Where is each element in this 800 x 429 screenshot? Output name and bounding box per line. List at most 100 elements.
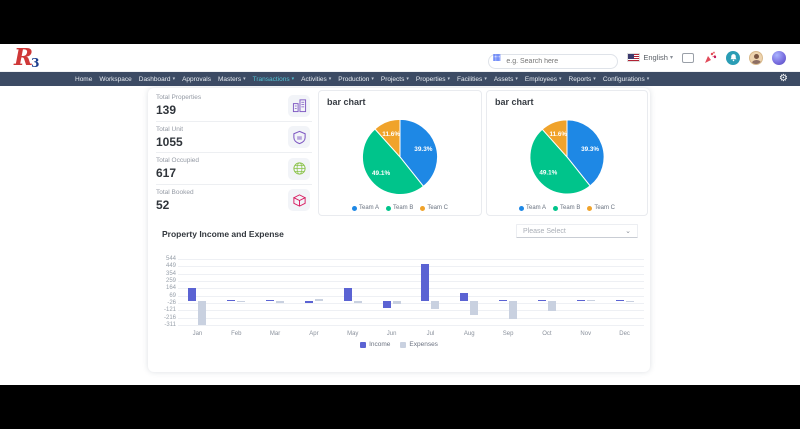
nav-item-label: Production	[338, 75, 370, 83]
settings-gear-icon[interactable]: ⚙	[779, 73, 788, 84]
units-icon	[288, 126, 310, 148]
sphere-app-icon[interactable]	[772, 50, 786, 65]
y-axis-tick: 164	[165, 285, 176, 292]
x-axis-label: Jul	[426, 331, 435, 337]
pie-percent-label: 11.6%	[549, 131, 567, 138]
y-axis-tick: -216	[163, 314, 176, 321]
income-bar-dec	[615, 300, 624, 302]
gridline	[178, 303, 644, 305]
expenses-bar-may	[353, 301, 362, 304]
legend-item-expenses[interactable]: Expenses	[400, 341, 438, 348]
expenses-bar-aug	[470, 301, 479, 315]
building-icon	[288, 94, 310, 117]
nav-item-employees[interactable]: Employees ▾	[525, 76, 562, 83]
nav-item-approvals[interactable]: Approvals	[182, 76, 211, 83]
expenses-bar-sep	[509, 301, 518, 319]
y-axis-tick: -121	[163, 307, 176, 314]
legend-item-income[interactable]: Income	[360, 341, 390, 348]
expenses-bar-dec	[625, 301, 634, 303]
bar-chart-legend: Income Expenses	[148, 341, 650, 348]
nav-item-home[interactable]: Home	[75, 76, 92, 83]
nav-item-label: Facilities	[457, 75, 483, 83]
chevron-down-icon: ▾	[646, 76, 650, 82]
legend-item-team-b[interactable]: Team B	[386, 205, 413, 211]
legend-item-team-a[interactable]: Team A	[351, 205, 379, 211]
legend-dot	[518, 205, 524, 211]
app-logo[interactable]: R 3	[14, 46, 39, 69]
search-input[interactable]	[488, 54, 619, 69]
chevron-down-icon: ▾	[515, 76, 518, 82]
income-expense-title: Property Income and Expense	[162, 229, 284, 239]
notifications-button[interactable]	[726, 50, 740, 65]
nav-item-reports[interactable]: Reports ▾	[569, 76, 596, 83]
chat-button[interactable]	[682, 52, 694, 63]
legend-dot	[553, 205, 558, 211]
gridline	[178, 317, 644, 319]
legend-dot	[386, 205, 391, 211]
x-axis-label: Sep	[502, 331, 514, 337]
legend-label: Team C	[594, 205, 616, 211]
legend-dot	[351, 205, 357, 211]
user-avatar[interactable]	[749, 50, 763, 65]
us-flag-icon	[627, 53, 641, 62]
legend-item-team-c[interactable]: Team C	[587, 205, 615, 211]
chevron-down-icon: ▾	[447, 76, 451, 82]
nav-item-transactions[interactable]: Transactions ▾	[253, 76, 294, 83]
income-bar-aug	[460, 292, 469, 302]
nav-item-label: Projects	[380, 75, 405, 83]
celebration-button[interactable]	[703, 51, 717, 64]
expenses-bar-jan	[198, 301, 207, 326]
stat-label: Total Unit	[156, 125, 184, 133]
legend-item-team-c[interactable]: Team C	[420, 205, 448, 211]
nav-item-workspace[interactable]: Workspace	[99, 76, 131, 83]
stat-total-occupied: Total Occupied 617	[156, 153, 312, 185]
nav-item-label: Workspace	[99, 75, 132, 83]
property-select-dropdown[interactable]: Please Select ⌄	[516, 224, 638, 238]
chevron-down-icon: ▾	[172, 76, 176, 82]
header-actions: ▦ English ▾	[488, 50, 786, 69]
nav-item-activities[interactable]: Activities ▾	[301, 76, 331, 83]
pie-slice-team-a	[399, 118, 439, 188]
stat-value: 52	[156, 197, 170, 212]
stat-value: 617	[156, 166, 177, 180]
app-window: R 3 ▦ English ▾	[0, 44, 800, 385]
pie-percent-label: 49.1%	[372, 170, 390, 177]
nav-item-assets[interactable]: Assets ▾	[494, 76, 518, 83]
stat-value: 1055	[156, 134, 183, 149]
legend-dot	[587, 205, 593, 211]
nav-item-projects[interactable]: Projects ▾	[381, 76, 409, 83]
pie-legend-1: Team A Team B Team C	[319, 205, 481, 211]
pie-chart-title: bar chart	[495, 97, 534, 107]
nav-item-masters[interactable]: Masters ▾	[218, 76, 246, 83]
nav-item-production[interactable]: Production ▾	[338, 76, 374, 83]
nav-item-facilities[interactable]: Facilities ▾	[457, 76, 487, 83]
chevron-down-icon: ▾	[593, 76, 596, 82]
legend-dot	[420, 205, 426, 211]
chevron-down-icon: ▾	[328, 76, 332, 82]
nav-item-configurations[interactable]: Configurations ▾	[603, 76, 649, 83]
y-axis-tick: 69	[169, 292, 176, 299]
gridline	[178, 281, 644, 283]
x-axis-label: Jan	[192, 331, 203, 337]
language-selector[interactable]: English ▾	[627, 53, 673, 62]
chat-icon	[682, 52, 694, 63]
chevron-down-icon: ⌄	[625, 228, 631, 235]
expenses-bar-jul	[431, 301, 440, 310]
nav-item-dashboard[interactable]: Dashboard ▾	[139, 76, 175, 83]
y-axis-tick: 354	[165, 270, 176, 277]
legend-item-team-b[interactable]: Team B	[553, 205, 580, 211]
pie-legend-2: Team A Team B Team C	[487, 205, 647, 211]
x-axis-label: Apr	[309, 331, 319, 337]
legend-swatch	[400, 341, 407, 348]
logo-letter-r: R	[14, 44, 34, 71]
pie-slice-team-c	[541, 119, 568, 159]
legend-item-team-a[interactable]: Team A	[518, 205, 546, 211]
stat-total-booked: Total Booked 52	[156, 185, 312, 217]
gridline	[178, 273, 644, 275]
select-placeholder: Please Select	[523, 227, 566, 235]
x-axis-label: Nov	[580, 331, 592, 337]
stat-label: Total Occupied	[156, 157, 199, 164]
nav-item-properties[interactable]: Properties ▾	[416, 76, 450, 83]
legend-label: Team A	[358, 205, 379, 211]
legend-swatch	[360, 341, 367, 348]
